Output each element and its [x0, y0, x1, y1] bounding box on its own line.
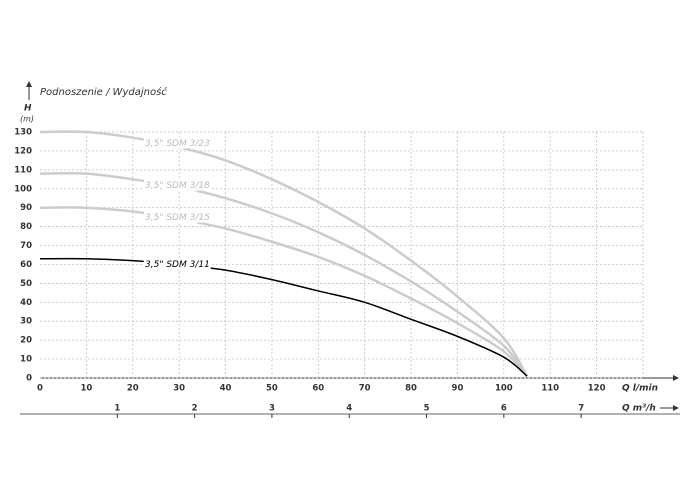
y-unit: (m): [20, 115, 34, 124]
x2-label: Q m³/h: [622, 404, 656, 414]
y-tick-label: 130: [14, 128, 32, 138]
y-tick-label: 60: [20, 260, 32, 270]
x-tick-label: 110: [541, 384, 559, 394]
chart-title: Podnoszenie / Wydajność: [40, 86, 167, 98]
y-tick-label: 0: [26, 374, 32, 384]
y-tick-label: 40: [20, 298, 32, 308]
curve: [39, 257, 528, 377]
x2-tick-label: 1: [114, 404, 120, 414]
series-label: 3,5" SDM 3/18: [145, 181, 210, 191]
y-tick-label: 120: [14, 146, 32, 156]
x-tick-label: 80: [405, 384, 417, 394]
y-tick-label: 110: [14, 165, 32, 175]
y-tick-label: 20: [20, 336, 32, 346]
y-tick-label: 10: [20, 355, 32, 365]
series-label: 3,5" SDM 3/15: [145, 213, 210, 223]
x-tick-label: 40: [220, 384, 232, 394]
x-tick-label: 70: [359, 384, 371, 394]
x-tick-label: 30: [173, 384, 185, 394]
x-tick-label: 10: [80, 384, 92, 394]
curve: [39, 206, 528, 377]
y-tick-label: 100: [14, 184, 32, 194]
x-tick-label: 50: [266, 384, 278, 394]
x2-tick-label: 3: [269, 404, 275, 414]
x2-tick-label: 2: [192, 404, 198, 414]
x-label: Q l/min: [622, 384, 658, 394]
x-tick-label: 120: [588, 384, 606, 394]
y-tick-label: 50: [20, 279, 32, 289]
x2-tick-label: 5: [424, 404, 430, 414]
y-tick-label: 70: [20, 241, 32, 251]
x2-tick-label: 6: [501, 404, 507, 414]
curve: [39, 130, 529, 377]
y-tick-label: 90: [20, 203, 32, 213]
x2-tick-label: 7: [578, 404, 584, 414]
y-label: H: [24, 104, 32, 114]
series-label: 3,5" SDM 3/23: [145, 139, 210, 149]
y-tick-label: 30: [20, 317, 32, 327]
x-tick-label: 100: [495, 384, 513, 394]
y-tick-label: 80: [20, 222, 32, 232]
x2-tick-label: 4: [346, 404, 352, 414]
series-label: 3,5" SDM 3/11: [145, 260, 210, 270]
x-tick-label: 20: [127, 384, 139, 394]
x-tick-label: 60: [312, 384, 324, 394]
curve: [39, 171, 529, 377]
x-tick-label: 90: [452, 384, 464, 394]
x-tick-label: 0: [37, 384, 43, 394]
